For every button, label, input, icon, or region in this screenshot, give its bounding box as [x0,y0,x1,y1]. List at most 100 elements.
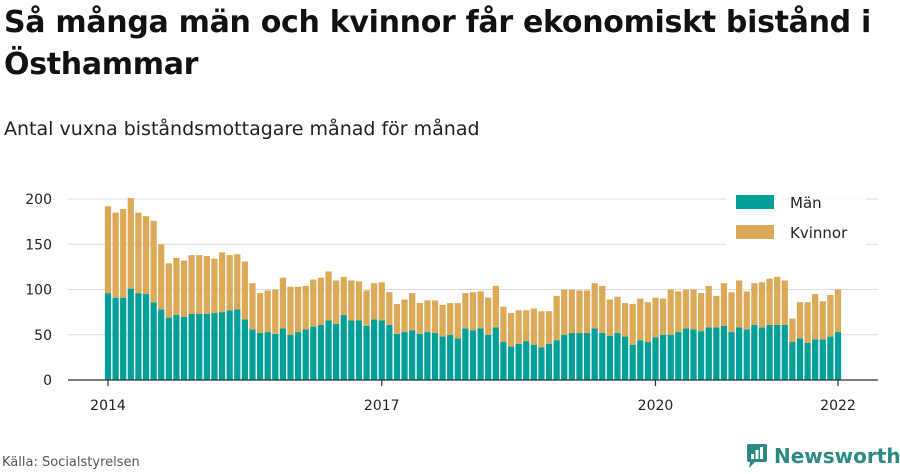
bar-kvinnor [599,285,606,333]
bar-man [659,334,667,380]
bar-kvinnor [819,301,826,340]
legend-swatch [736,195,774,209]
bar-man [545,343,553,380]
x-tick-label: 2020 [638,398,674,414]
bar-kvinnor [112,212,119,298]
bar-kvinnor [812,294,819,340]
bar-kvinnor [325,271,332,321]
bar-man [682,328,690,380]
bar-man [256,332,264,380]
bar-man [789,342,796,380]
bar-kvinnor [561,289,568,335]
y-tick-label: 100 [25,283,52,299]
bar-man [507,346,515,380]
bar-man [439,336,446,380]
bar-man [553,340,560,380]
bar-kvinnor [272,289,279,334]
bar-kvinnor [659,298,667,335]
bar-man [173,314,180,380]
bar-kvinnor [583,290,591,333]
bar-man [454,338,461,380]
bar-kvinnor [393,304,401,334]
bar-kvinnor [249,283,256,330]
bar-man [774,324,781,380]
bar-kvinnor [310,279,317,327]
bar-kvinnor [234,254,241,310]
bar-kvinnor [576,290,583,333]
bar-man [485,334,492,380]
bar-kvinnor [720,283,728,326]
x-tick-label: 2014 [90,398,126,414]
bar-man [363,325,370,380]
bar-man [317,324,325,380]
bar-man [804,342,811,380]
source-note: Källa: Socialstyrelsen [2,455,140,470]
bar-kvinnor [333,280,340,324]
bar-kvinnor [736,280,743,328]
bar-kvinnor [348,280,355,321]
bar-man [279,328,287,380]
bar-kvinnor [637,298,644,341]
bar-man [819,339,826,380]
bar-kvinnor [302,285,309,330]
bar-kvinnor [713,295,720,328]
bar-kvinnor [675,291,682,333]
bar-man [234,309,241,380]
bar-man [736,327,743,380]
bar-man [226,310,233,380]
bar-man [758,327,766,380]
bar-man [424,332,431,380]
bar-man [302,329,309,380]
bar-kvinnor [256,293,264,333]
bar-man [348,320,355,380]
bar-kvinnor [226,255,233,311]
bar-kvinnor [477,291,484,329]
bar-kvinnor [644,302,652,342]
bar-man [203,313,210,380]
bar-kvinnor [667,289,674,335]
bar-man [393,333,401,380]
bar-kvinnor [135,212,142,294]
x-tick-label: 2017 [364,398,400,414]
bar-kvinnor [606,299,613,336]
bar-man [492,327,499,380]
bar-kvinnor [682,289,690,329]
bar-kvinnor [530,308,537,345]
bar-man [371,319,378,380]
bar-kvinnor [545,311,553,344]
bar-man [781,324,788,380]
bar-kvinnor [439,304,446,337]
bar-kvinnor [447,303,454,335]
bar-man [469,330,477,380]
bar-chart-badge-icon [747,444,767,468]
bar-man [325,320,332,380]
bar-man [165,317,172,380]
bar-man [294,332,302,380]
bar-kvinnor [340,276,347,315]
bar-kvinnor [120,209,127,298]
bar-kvinnor [515,310,522,344]
bar-man [591,328,598,380]
bar-kvinnor [355,281,363,321]
bar-kvinnor [386,292,393,325]
bar-man [218,312,226,380]
bar-man [135,293,142,380]
bar-man [462,328,469,380]
bar-man [500,342,507,380]
bar-kvinnor [591,283,598,329]
bar-man [249,329,256,380]
bar-kvinnor [454,303,461,339]
bar-kvinnor [614,296,621,333]
bar-kvinnor [378,282,385,321]
bar-kvinnor [492,285,499,328]
bar-man [333,323,340,380]
bar-man [378,320,385,380]
bar-kvinnor [287,286,294,335]
bar-kvinnor [758,282,766,328]
bar-kvinnor [279,277,287,329]
bar-kvinnor [218,252,226,313]
bar-man [629,344,636,380]
bar-man [104,293,112,380]
bar-kvinnor [165,263,172,318]
